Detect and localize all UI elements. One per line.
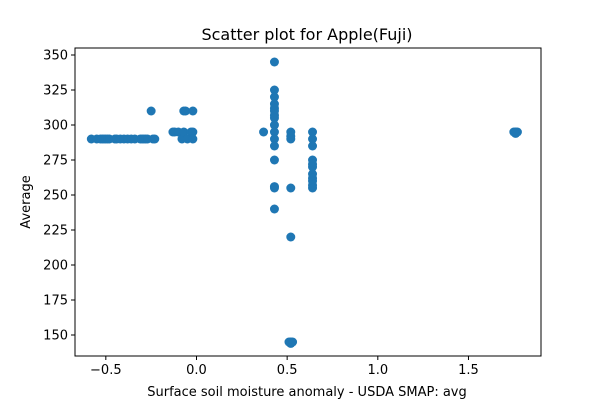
y-axis: 150 175 200 225 250 275 300 325 350 xyxy=(43,49,75,344)
data-point xyxy=(269,127,279,137)
data-point xyxy=(269,120,279,130)
data-point xyxy=(181,106,191,116)
data-point xyxy=(188,127,198,137)
x-tick-label: −0.5 xyxy=(90,363,122,378)
x-tick-label: 0.0 xyxy=(186,363,207,378)
y-tick-label: 175 xyxy=(43,294,68,309)
data-point xyxy=(259,127,269,137)
y-tick-label: 325 xyxy=(43,84,68,99)
y-tick-label: 275 xyxy=(43,154,68,169)
y-tick-label: 150 xyxy=(43,329,68,344)
data-point xyxy=(188,106,198,116)
x-tick-label: 1.5 xyxy=(458,363,479,378)
data-point xyxy=(308,134,318,144)
plot-area-frame xyxy=(74,47,542,357)
data-point xyxy=(269,85,279,95)
y-tick-label: 350 xyxy=(43,49,68,64)
data-point xyxy=(288,337,298,347)
x-tick-label: 0.5 xyxy=(277,363,298,378)
data-point xyxy=(308,127,318,137)
data-point xyxy=(308,183,318,193)
data-point xyxy=(188,134,198,144)
data-point xyxy=(286,232,296,242)
y-tick-label: 225 xyxy=(43,224,68,239)
x-axis-label: Surface soil moisture anomaly - USDA SMA… xyxy=(147,385,467,400)
data-point xyxy=(308,141,318,151)
y-tick-label: 300 xyxy=(43,119,68,134)
data-point xyxy=(286,183,296,193)
data-point xyxy=(269,141,279,151)
data-point xyxy=(269,183,279,193)
data-point xyxy=(269,57,279,67)
data-point xyxy=(269,155,279,165)
data-point xyxy=(269,92,279,102)
chart-title: Scatter plot for Apple(Fuji) xyxy=(201,25,412,44)
data-point xyxy=(269,204,279,214)
data-points xyxy=(86,57,522,348)
x-axis: −0.5 0.0 0.5 1.0 1.5 xyxy=(90,356,479,378)
data-point xyxy=(269,113,279,123)
data-point xyxy=(509,127,519,137)
y-axis-label: Average xyxy=(19,175,34,228)
x-tick-label: 1.0 xyxy=(367,363,388,378)
data-point xyxy=(308,162,318,172)
y-tick-label: 250 xyxy=(43,189,68,204)
data-point xyxy=(269,134,279,144)
data-point xyxy=(146,106,156,116)
y-tick-label: 200 xyxy=(43,259,68,274)
data-point xyxy=(150,134,160,144)
data-point xyxy=(179,127,189,137)
data-point xyxy=(286,134,296,144)
